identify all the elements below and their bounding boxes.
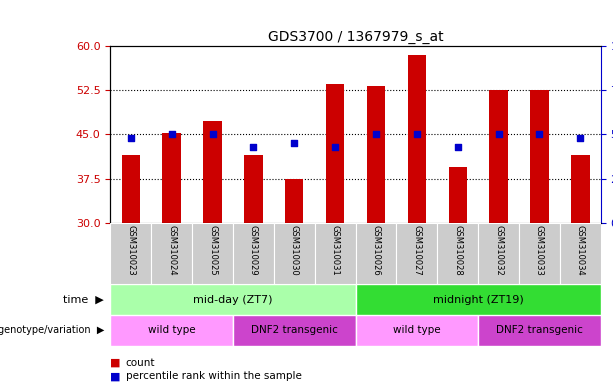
- Point: [330, 144, 340, 150]
- Bar: [356, 284, 601, 315]
- Bar: [244, 155, 262, 223]
- Bar: [233, 223, 274, 284]
- Bar: [233, 315, 356, 346]
- Text: count: count: [126, 358, 155, 368]
- Text: GSM310033: GSM310033: [535, 225, 544, 275]
- Text: GSM310027: GSM310027: [413, 225, 421, 275]
- Bar: [560, 223, 601, 284]
- Text: ■: ■: [110, 358, 121, 368]
- Point: [289, 140, 299, 146]
- Bar: [356, 315, 478, 346]
- Bar: [110, 223, 151, 284]
- Bar: [397, 223, 437, 284]
- Bar: [110, 315, 233, 346]
- Bar: [478, 315, 601, 346]
- Bar: [274, 223, 314, 284]
- Text: GSM310024: GSM310024: [167, 225, 176, 275]
- Bar: [571, 155, 590, 223]
- Text: GSM310034: GSM310034: [576, 225, 585, 275]
- Point: [535, 131, 544, 137]
- Bar: [192, 223, 233, 284]
- Text: GSM310023: GSM310023: [126, 225, 135, 275]
- Bar: [489, 90, 508, 223]
- Text: GSM310031: GSM310031: [330, 225, 340, 275]
- Text: genotype/variation  ▶: genotype/variation ▶: [0, 325, 104, 335]
- Point: [167, 131, 177, 137]
- Text: mid-day (ZT7): mid-day (ZT7): [193, 295, 273, 305]
- Point: [126, 135, 135, 141]
- Title: GDS3700 / 1367979_s_at: GDS3700 / 1367979_s_at: [268, 30, 443, 44]
- Point: [493, 131, 503, 137]
- Bar: [437, 223, 478, 284]
- Text: wild type: wild type: [393, 325, 441, 335]
- Text: GSM310029: GSM310029: [249, 225, 258, 275]
- Bar: [121, 155, 140, 223]
- Text: GSM310032: GSM310032: [494, 225, 503, 275]
- Bar: [478, 223, 519, 284]
- Text: percentile rank within the sample: percentile rank within the sample: [126, 371, 302, 381]
- Point: [371, 131, 381, 137]
- Point: [248, 144, 258, 150]
- Text: wild type: wild type: [148, 325, 196, 335]
- Bar: [530, 90, 549, 223]
- Bar: [314, 223, 356, 284]
- Text: midnight (ZT19): midnight (ZT19): [433, 295, 524, 305]
- Bar: [162, 133, 181, 223]
- Text: DNF2 transgenic: DNF2 transgenic: [496, 325, 583, 335]
- Text: ■: ■: [110, 371, 121, 381]
- Point: [453, 144, 463, 150]
- Bar: [151, 223, 192, 284]
- Point: [412, 131, 422, 137]
- Bar: [449, 167, 467, 223]
- Text: DNF2 transgenic: DNF2 transgenic: [251, 325, 338, 335]
- Text: GSM310028: GSM310028: [453, 225, 462, 275]
- Text: GSM310025: GSM310025: [208, 225, 217, 275]
- Point: [208, 131, 218, 137]
- Bar: [519, 223, 560, 284]
- Text: time  ▶: time ▶: [64, 295, 104, 305]
- Text: GSM310026: GSM310026: [371, 225, 381, 275]
- Bar: [326, 84, 345, 223]
- Text: GSM310030: GSM310030: [290, 225, 299, 275]
- Bar: [408, 55, 426, 223]
- Bar: [204, 121, 222, 223]
- Bar: [367, 86, 385, 223]
- Bar: [110, 284, 356, 315]
- Point: [576, 135, 585, 141]
- Bar: [285, 179, 303, 223]
- Bar: [356, 223, 397, 284]
